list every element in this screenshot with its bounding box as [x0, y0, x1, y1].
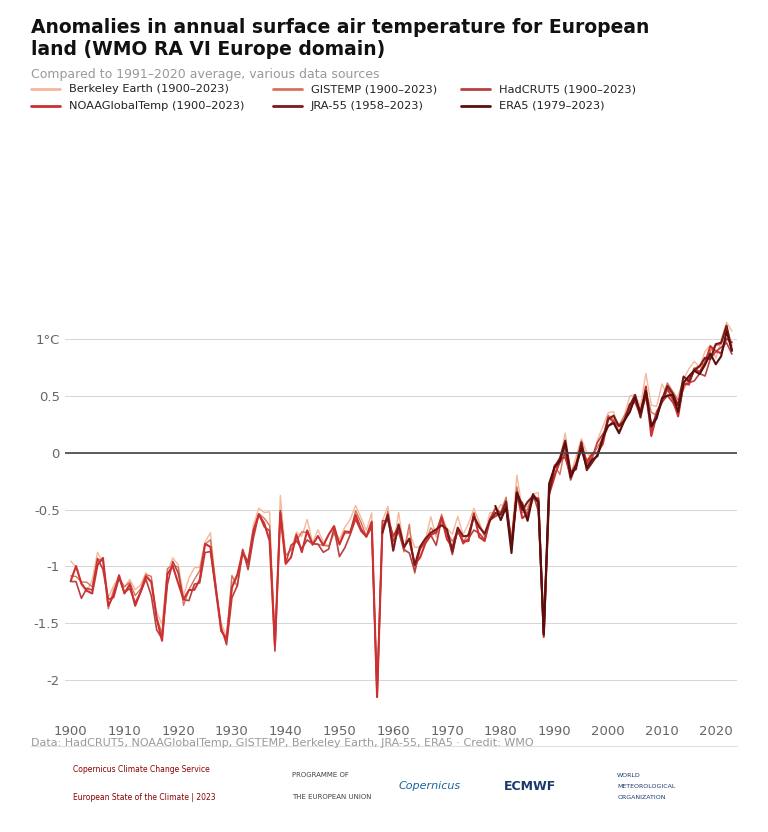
Text: PROGRAMME OF: PROGRAMME OF: [292, 772, 349, 778]
Text: ERA5 (1979–2023): ERA5 (1979–2023): [499, 101, 604, 111]
Text: NOAAGlobalTemp (1900–2023): NOAAGlobalTemp (1900–2023): [69, 101, 244, 111]
Text: Data: HadCRUT5, NOAAGlobalTemp, GISTEMP, Berkeley Earth, JRA-55, ERA5 · Credit: : Data: HadCRUT5, NOAAGlobalTemp, GISTEMP,…: [31, 738, 533, 748]
Text: THE EUROPEAN UNION: THE EUROPEAN UNION: [292, 795, 372, 800]
Text: METEOROLOGICAL: METEOROLOGICAL: [617, 784, 676, 789]
Text: WORLD: WORLD: [617, 772, 641, 778]
Text: Anomalies in annual surface air temperature for European: Anomalies in annual surface air temperat…: [31, 18, 649, 37]
Text: ORGANIZATION: ORGANIZATION: [617, 795, 666, 800]
Text: Copernicus Climate Change Service: Copernicus Climate Change Service: [73, 765, 210, 775]
Text: Compared to 1991–2020 average, various data sources: Compared to 1991–2020 average, various d…: [31, 68, 379, 82]
Text: European State of the Climate | 2023: European State of the Climate | 2023: [73, 793, 216, 802]
Text: land (WMO RA VI Europe domain): land (WMO RA VI Europe domain): [31, 40, 385, 59]
Text: ECMWF: ECMWF: [504, 780, 556, 793]
Text: JRA-55 (1958–2023): JRA-55 (1958–2023): [311, 101, 424, 111]
Text: HadCRUT5 (1900–2023): HadCRUT5 (1900–2023): [499, 84, 636, 94]
Text: Copernicus: Copernicus: [398, 781, 460, 791]
Text: GISTEMP (1900–2023): GISTEMP (1900–2023): [311, 84, 437, 94]
Text: Berkeley Earth (1900–2023): Berkeley Earth (1900–2023): [69, 84, 229, 94]
